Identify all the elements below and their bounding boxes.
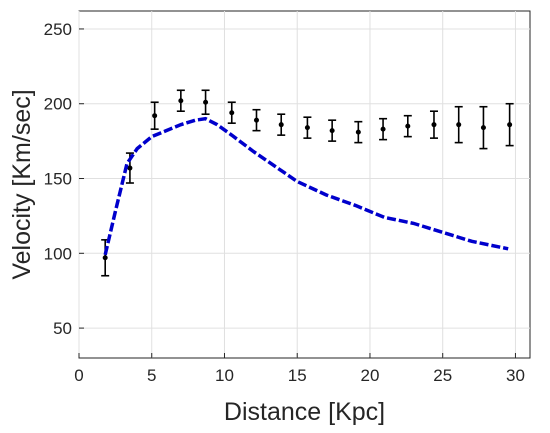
x-axis-label: Distance [Kpc] bbox=[224, 398, 385, 426]
point-marker bbox=[380, 126, 386, 132]
point-marker bbox=[304, 125, 310, 131]
y-tick-label: 150 bbox=[44, 170, 72, 189]
data-point bbox=[252, 108, 261, 132]
data-point bbox=[403, 114, 412, 138]
y-tick-label: 250 bbox=[44, 20, 72, 39]
x-tick-label: 0 bbox=[74, 366, 83, 385]
data-point bbox=[176, 89, 185, 113]
y-tick-label: 100 bbox=[44, 244, 72, 263]
point-marker bbox=[278, 122, 284, 128]
x-tick-label: 15 bbox=[288, 366, 307, 385]
data-point bbox=[354, 120, 363, 144]
x-tick-label: 30 bbox=[506, 366, 525, 385]
point-marker bbox=[229, 110, 235, 116]
point-marker bbox=[178, 98, 184, 104]
y-tick-label: 200 bbox=[44, 95, 72, 114]
grid bbox=[78, 11, 530, 358]
data-point bbox=[479, 105, 488, 150]
data-point bbox=[379, 117, 388, 141]
point-marker bbox=[203, 99, 209, 105]
data-point bbox=[328, 119, 337, 142]
data-point bbox=[150, 101, 159, 130]
x-tick-label: 25 bbox=[433, 366, 452, 385]
point-marker bbox=[253, 117, 259, 123]
model-curve-line bbox=[103, 116, 509, 256]
point-marker bbox=[431, 122, 437, 128]
point-marker bbox=[102, 255, 108, 261]
x-tick-label: 5 bbox=[147, 366, 156, 385]
x-axis: 0 5 10 15 20 25 30 bbox=[74, 353, 525, 385]
y-axis-label: Velocity [Km/sec] bbox=[8, 89, 36, 279]
data-point bbox=[201, 89, 210, 116]
point-marker bbox=[329, 128, 335, 134]
data-point bbox=[303, 116, 312, 139]
point-marker bbox=[127, 165, 133, 171]
x-tick-label: 20 bbox=[361, 366, 380, 385]
data-point bbox=[454, 105, 463, 144]
point-marker bbox=[456, 122, 462, 128]
y-axis: 50 100 150 200 250 bbox=[44, 20, 84, 338]
point-marker bbox=[405, 123, 411, 129]
point-marker bbox=[355, 129, 361, 135]
data-point bbox=[505, 102, 514, 147]
point-marker bbox=[152, 113, 158, 119]
data-point bbox=[429, 110, 438, 139]
y-tick-label: 50 bbox=[53, 319, 72, 338]
data-series bbox=[101, 89, 514, 277]
point-marker bbox=[507, 122, 513, 128]
data-point bbox=[277, 113, 286, 136]
data-point bbox=[227, 101, 236, 124]
point-marker bbox=[480, 125, 486, 131]
x-tick-label: 10 bbox=[215, 366, 234, 385]
